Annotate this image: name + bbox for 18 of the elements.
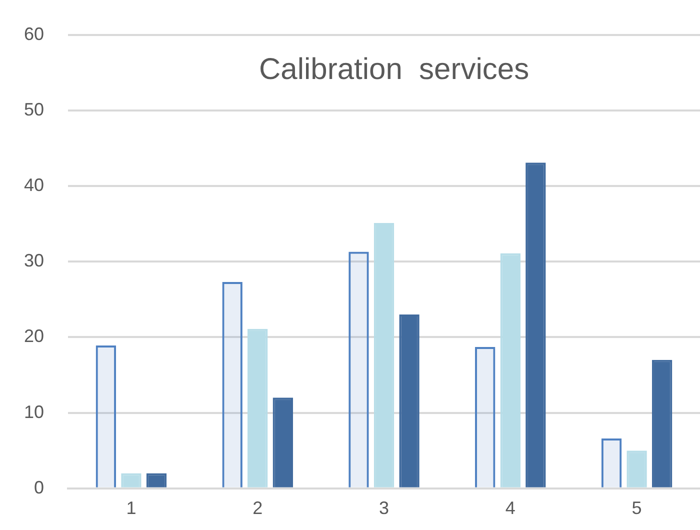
bar	[601, 438, 622, 488]
y-tick-label: 50	[24, 99, 44, 120]
x-tick-label: 2	[252, 498, 263, 518]
bar	[348, 252, 369, 488]
y-tick-label: 40	[24, 174, 44, 195]
x-tick-label: 4	[505, 498, 516, 518]
y-tick-label: 10	[24, 402, 44, 422]
y-tick-label: 60	[24, 24, 44, 44]
text: Calibration services	[258, 53, 530, 86]
bar	[222, 282, 242, 488]
x-tick-label: 1	[126, 498, 136, 518]
bar	[96, 346, 116, 488]
x-tick-label: 3	[379, 498, 390, 518]
y-tick-label: 30	[24, 250, 44, 271]
y-tick-label: 0	[34, 477, 44, 498]
y-tick-label: 20	[24, 326, 44, 346]
bar	[475, 347, 496, 488]
x-tick-label: 5	[632, 498, 642, 518]
